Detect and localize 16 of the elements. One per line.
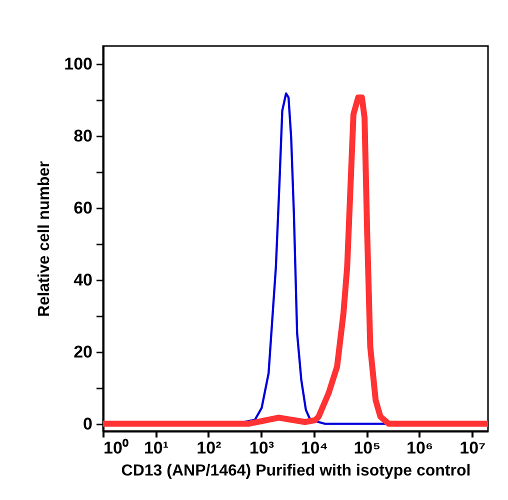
x-tick-label: 10⁷ [460,438,486,458]
y-tick-label: 0 [83,414,92,434]
y-tick-label: 40 [74,270,92,290]
x-tick-label: 10⁴ [300,438,328,458]
x-tick-label: 10² [196,438,222,458]
x-axis-title: CD13 (ANP/1464) Purified with isotype control [121,462,471,480]
x-tick-label: 10³ [249,438,274,458]
x-tick-label: 10⁰ [104,438,128,458]
x-tick-label: 10⁶ [406,438,434,458]
y-tick-label: 100 [64,54,92,74]
y-axis-title: Relative cell number [36,161,54,317]
x-tick-label: 10⁵ [354,438,381,458]
y-tick-label: 20 [74,342,92,362]
x-tick-label: 10¹ [144,438,169,458]
y-tick-label: 60 [74,198,92,218]
y-tick-label: 80 [74,126,92,146]
